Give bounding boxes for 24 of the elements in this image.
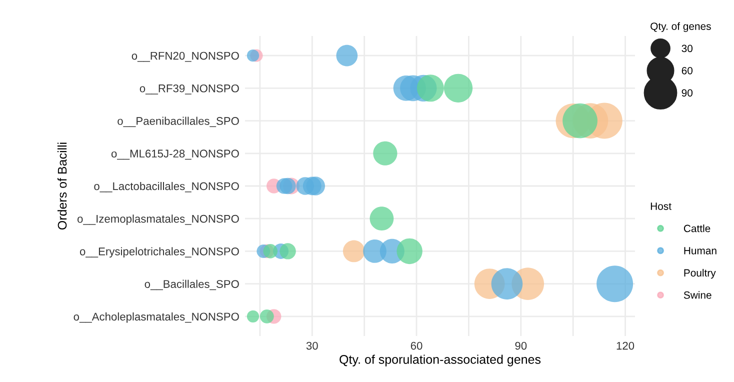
legend-label: Swine (684, 291, 712, 299)
y-tick-label: o__Paenibacillales_SPO (118, 116, 239, 128)
x-axis-title: Qty. of sporulation-associated genes (340, 354, 541, 366)
legend-label: Cattle (684, 224, 710, 232)
legend-label: Poultry (684, 268, 716, 279)
y-tick-label: o__Erysipelotrichales_NONSPO (80, 247, 239, 258)
legend-label: Human (684, 247, 716, 254)
y-tick-label: o__Acholeplasmatales_NONSPO (74, 312, 239, 323)
y-tick-label: o__RF39_NONSPO (140, 84, 239, 94)
legend-label: 90 (682, 89, 693, 97)
y-tick-label: o__Bacillales_SPO (144, 280, 239, 290)
legend-label: 60 (682, 66, 693, 74)
x-tick-label: 120 (616, 342, 634, 350)
x-tick-label: 60 (410, 342, 422, 350)
y-tick-label: o__ML615J-28_NONSPO (111, 150, 239, 160)
y-tick-label: o__Izemoplasmatales_NONSPO (78, 214, 239, 225)
text: Qty. of genes (650, 22, 711, 32)
y-tick-label: o__RFN20_NONSPO (132, 52, 239, 62)
x-tick-label: 30 (306, 342, 318, 350)
x-tick-label: 90 (515, 342, 527, 350)
legend-label: 30 (682, 44, 693, 52)
legend-title: Host (650, 202, 672, 210)
y-axis-title: Orders of Bacilli (57, 142, 67, 230)
y-tick-label: o__Lactobacillales_NONSPO (94, 182, 239, 192)
